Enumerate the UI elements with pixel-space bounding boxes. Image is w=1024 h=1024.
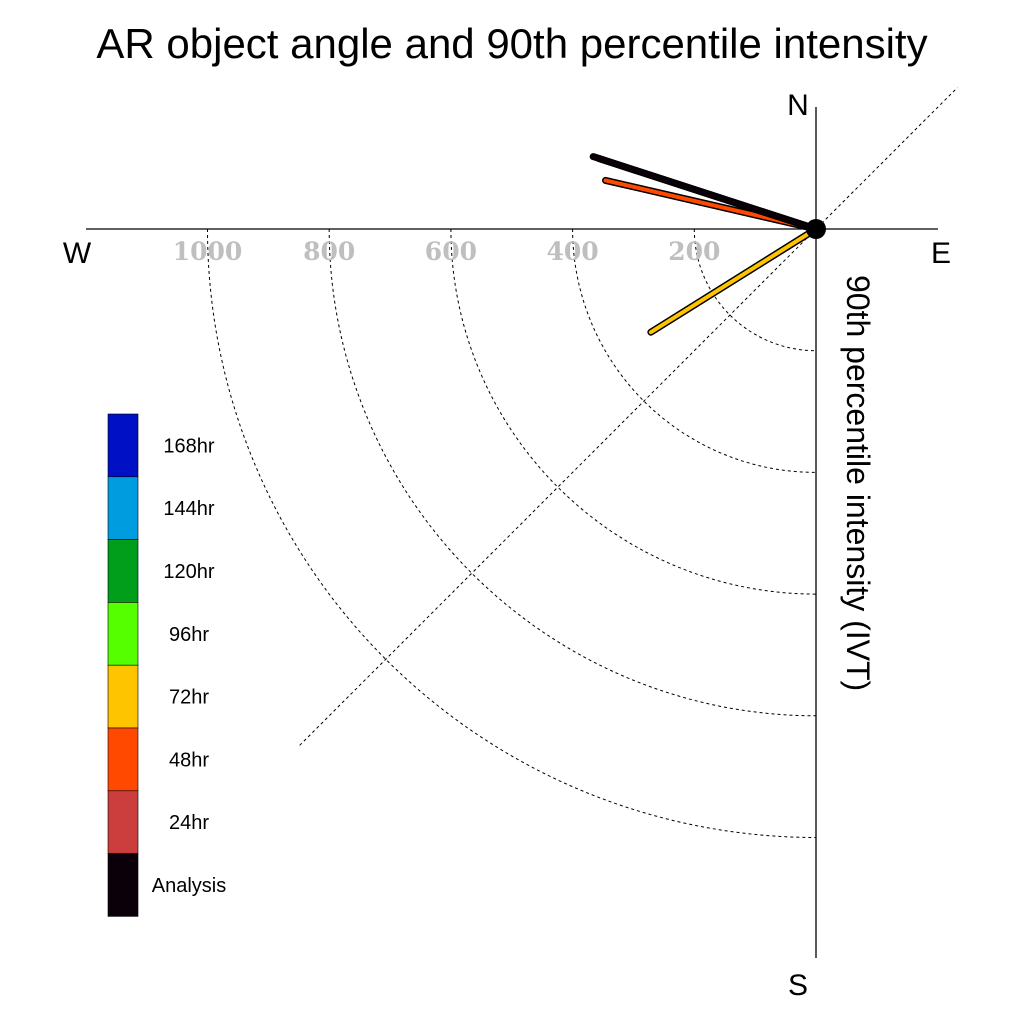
legend-swatch — [107, 539, 139, 603]
legend-label: 24hr — [169, 812, 209, 834]
series-line — [591, 154, 818, 231]
legend-label: 96hr — [169, 624, 209, 646]
grid-arc — [328, 228, 817, 717]
tick-label: 800 — [303, 237, 355, 266]
legend-label: 48hr — [169, 749, 209, 771]
grid-arc — [693, 228, 817, 352]
tick-label: 600 — [425, 237, 477, 266]
chart-title: AR object angle and 90th percentile inte… — [96, 20, 927, 67]
legend-swatch — [107, 664, 139, 729]
grid-arc — [207, 228, 817, 838]
north-label: N — [787, 89, 809, 122]
legend: 168hr 144hr 120hr 96hr 72hr 48hr 24hr Analysis — [107, 413, 226, 917]
legend-swatch — [107, 727, 139, 792]
diagonal-grid-line — [299, 87, 958, 746]
radial-tick-labels: 1000 800 600 400 200 — [173, 237, 721, 266]
y-axis-label: 90th percentile intensity (IVT) — [840, 275, 876, 691]
legend-swatch — [107, 790, 139, 854]
legend-swatch — [107, 602, 139, 666]
legend-label: 144hr — [163, 498, 214, 520]
grid-arc — [450, 228, 817, 595]
origin-marker — [806, 219, 826, 239]
west-label: W — [63, 237, 92, 270]
grid-arc — [572, 228, 817, 473]
legend-swatch — [107, 476, 139, 540]
legend-swatch — [107, 413, 139, 478]
legend-label: Analysis — [152, 875, 226, 897]
south-label: S — [788, 969, 808, 1002]
legend-swatch — [107, 853, 139, 917]
tick-label: 1000 — [173, 237, 243, 266]
radial-grid — [207, 87, 958, 838]
legend-label: 72hr — [169, 687, 209, 709]
legend-label: 168hr — [163, 435, 214, 457]
series-lines — [589, 153, 820, 336]
series-line — [648, 227, 818, 335]
tick-label: 200 — [668, 237, 720, 266]
east-label: E — [931, 237, 951, 270]
legend-label: 120hr — [163, 561, 214, 583]
tick-label: 400 — [547, 237, 599, 266]
